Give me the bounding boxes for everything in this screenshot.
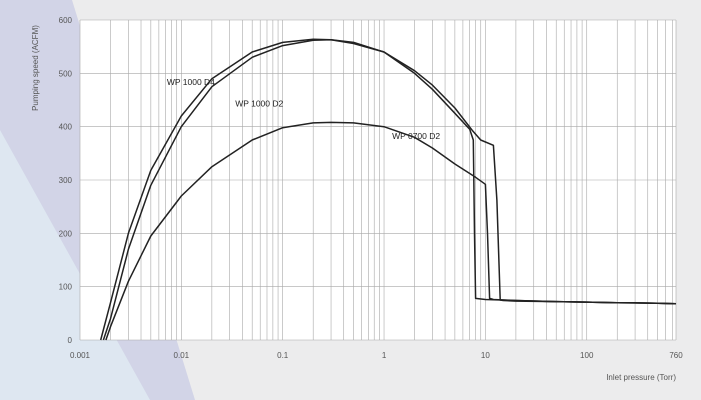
curve-labels: WP 1000 D4 WP 1000 D2 WP 0700 D2 xyxy=(167,77,440,141)
x-axis-title: Inlet pressure (Torr) xyxy=(606,373,676,382)
grid xyxy=(79,19,677,341)
x-tick-label: 100 xyxy=(580,351,594,360)
x-tick-label: 1 xyxy=(382,351,387,360)
curve-label: WP 1000 D4 xyxy=(167,77,215,87)
y-tick-label: 300 xyxy=(59,176,73,185)
y-axis-title: Pumping speed (ACFM) xyxy=(31,25,40,111)
y-tick-label: 400 xyxy=(59,123,73,132)
x-tick-label: 10 xyxy=(481,351,490,360)
x-tick-label: 0.001 xyxy=(70,351,91,360)
y-tick-label: 200 xyxy=(59,229,73,238)
curve-label: WP 0700 D2 xyxy=(392,131,440,141)
x-tick-labels: 0.001 0.01 0.1 1 10 100 760 xyxy=(70,351,683,360)
x-tick-label: 0.01 xyxy=(174,351,190,360)
x-tick-label: 0.1 xyxy=(277,351,289,360)
y-tick-label: 500 xyxy=(59,69,73,78)
y-tick-label: 0 xyxy=(68,336,73,345)
series-lines xyxy=(99,38,677,341)
x-tick-label: 760 xyxy=(669,351,683,360)
curve-label: WP 1000 D2 xyxy=(235,98,283,108)
y-tick-label: 600 xyxy=(59,16,73,25)
y-tick-labels: 0 100 200 300 400 500 600 xyxy=(59,16,73,345)
series-line-wp-0700-d2 xyxy=(105,121,677,341)
y-tick-label: 100 xyxy=(59,283,73,292)
